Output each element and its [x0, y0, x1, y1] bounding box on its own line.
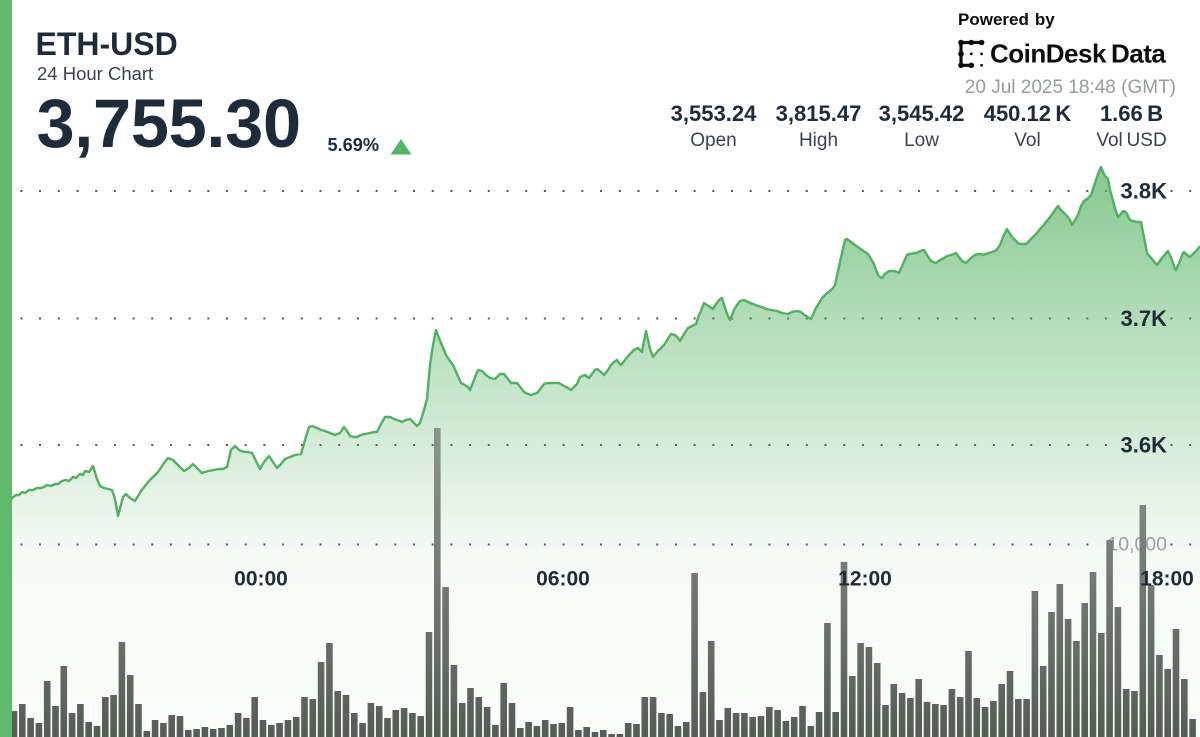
svg-text:12:00: 12:00	[838, 568, 892, 591]
svg-text:CoinDesk: CoinDesk	[990, 39, 1107, 69]
svg-text:18:00: 18:00	[1140, 568, 1194, 591]
svg-text:10,000: 10,000	[1107, 534, 1167, 556]
svg-text:00:00: 00:00	[234, 568, 288, 591]
svg-text:3.6K: 3.6K	[1121, 433, 1168, 458]
svg-text:3.7K: 3.7K	[1121, 306, 1168, 331]
svg-text:06:00: 06:00	[536, 568, 590, 591]
svg-text:3.8K: 3.8K	[1121, 179, 1168, 204]
svg-text:Data: Data	[1111, 39, 1166, 69]
